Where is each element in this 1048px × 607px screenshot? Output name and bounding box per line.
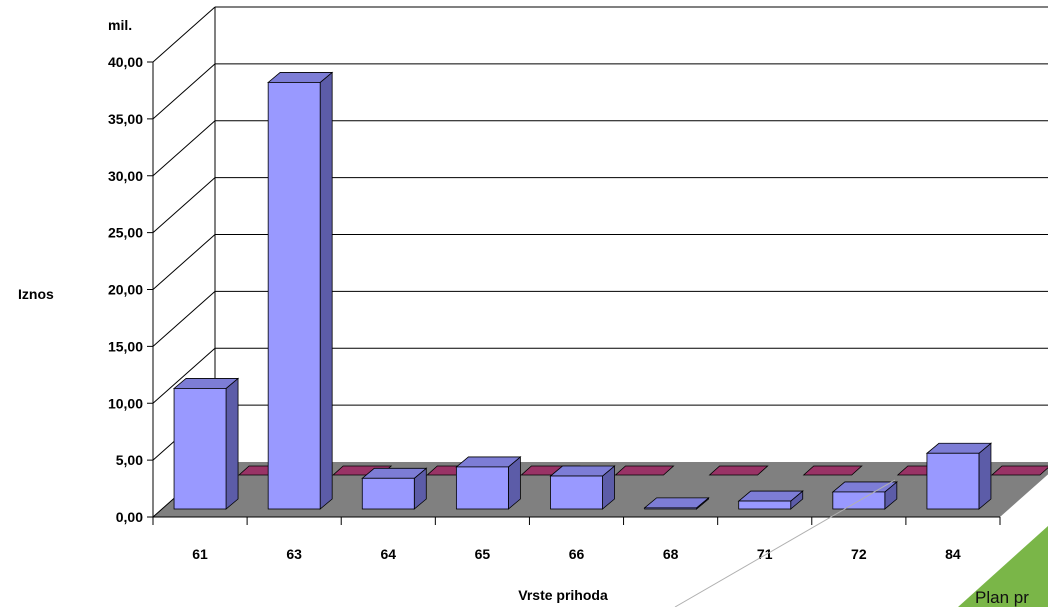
unit-label: mil. <box>108 17 132 33</box>
x-tick-label: 64 <box>380 546 396 562</box>
bar-top <box>643 497 710 509</box>
gridline-diagonal <box>152 347 216 404</box>
bar-top <box>455 456 522 468</box>
bar-top <box>172 378 240 389</box>
x-tick-label: 68 <box>663 546 679 562</box>
bar-top <box>925 442 993 454</box>
decor-line <box>674 479 896 607</box>
back-series-slab <box>802 465 863 476</box>
x-tick-label: 65 <box>475 546 491 562</box>
bar <box>644 507 698 510</box>
y-tick-label: 5,00 <box>116 452 143 468</box>
y-tick-label: 35,00 <box>108 111 143 127</box>
bar <box>173 388 227 510</box>
gridline-diagonal <box>152 6 216 63</box>
bar-top <box>361 467 428 479</box>
x-tick-label: 66 <box>569 546 585 562</box>
x-tick-label: 84 <box>945 546 961 562</box>
bar <box>361 477 415 510</box>
gridline-diagonal <box>152 177 216 233</box>
y-tick-label: 0,00 <box>116 509 143 525</box>
gridline-diagonal <box>152 291 216 347</box>
back-series-slab <box>990 465 1048 476</box>
x-tick-label: 63 <box>286 546 302 562</box>
y-tick-label: 15,00 <box>108 338 143 354</box>
bar-side <box>319 71 333 510</box>
y-tick-label: 25,00 <box>108 225 143 241</box>
gridline-diagonal <box>152 234 216 290</box>
x-tick-label: 71 <box>757 546 773 562</box>
bar <box>926 452 980 510</box>
gridline-diagonal <box>152 63 216 120</box>
y-tick-label: 20,00 <box>108 282 143 298</box>
corner-decoration: Plan pr <box>674 479 1048 607</box>
bar-side <box>225 377 239 510</box>
bar-top <box>267 72 334 83</box>
x-tick-label: 72 <box>851 546 867 562</box>
bar <box>550 475 603 510</box>
bar-top <box>549 465 616 477</box>
bar-side <box>978 442 992 510</box>
corner-text: Plan pr <box>975 588 1029 607</box>
bar-top <box>737 490 804 502</box>
x-axis-title: Vrste prihoda <box>518 587 608 603</box>
bar <box>738 500 792 510</box>
y-tick-label: 10,00 <box>108 395 143 411</box>
gridline-diagonal <box>152 120 216 177</box>
bar <box>455 466 509 510</box>
y-tick-label: 30,00 <box>108 168 143 184</box>
x-tick-label: 61 <box>192 546 208 562</box>
back-series-slab <box>708 465 769 476</box>
back-series-slab <box>614 465 675 476</box>
bar <box>267 82 321 510</box>
y-axis-title: Iznos <box>18 286 54 302</box>
corner-accent <box>958 526 1048 607</box>
bar-top <box>831 481 898 493</box>
y-tick-label: 40,00 <box>108 54 143 70</box>
